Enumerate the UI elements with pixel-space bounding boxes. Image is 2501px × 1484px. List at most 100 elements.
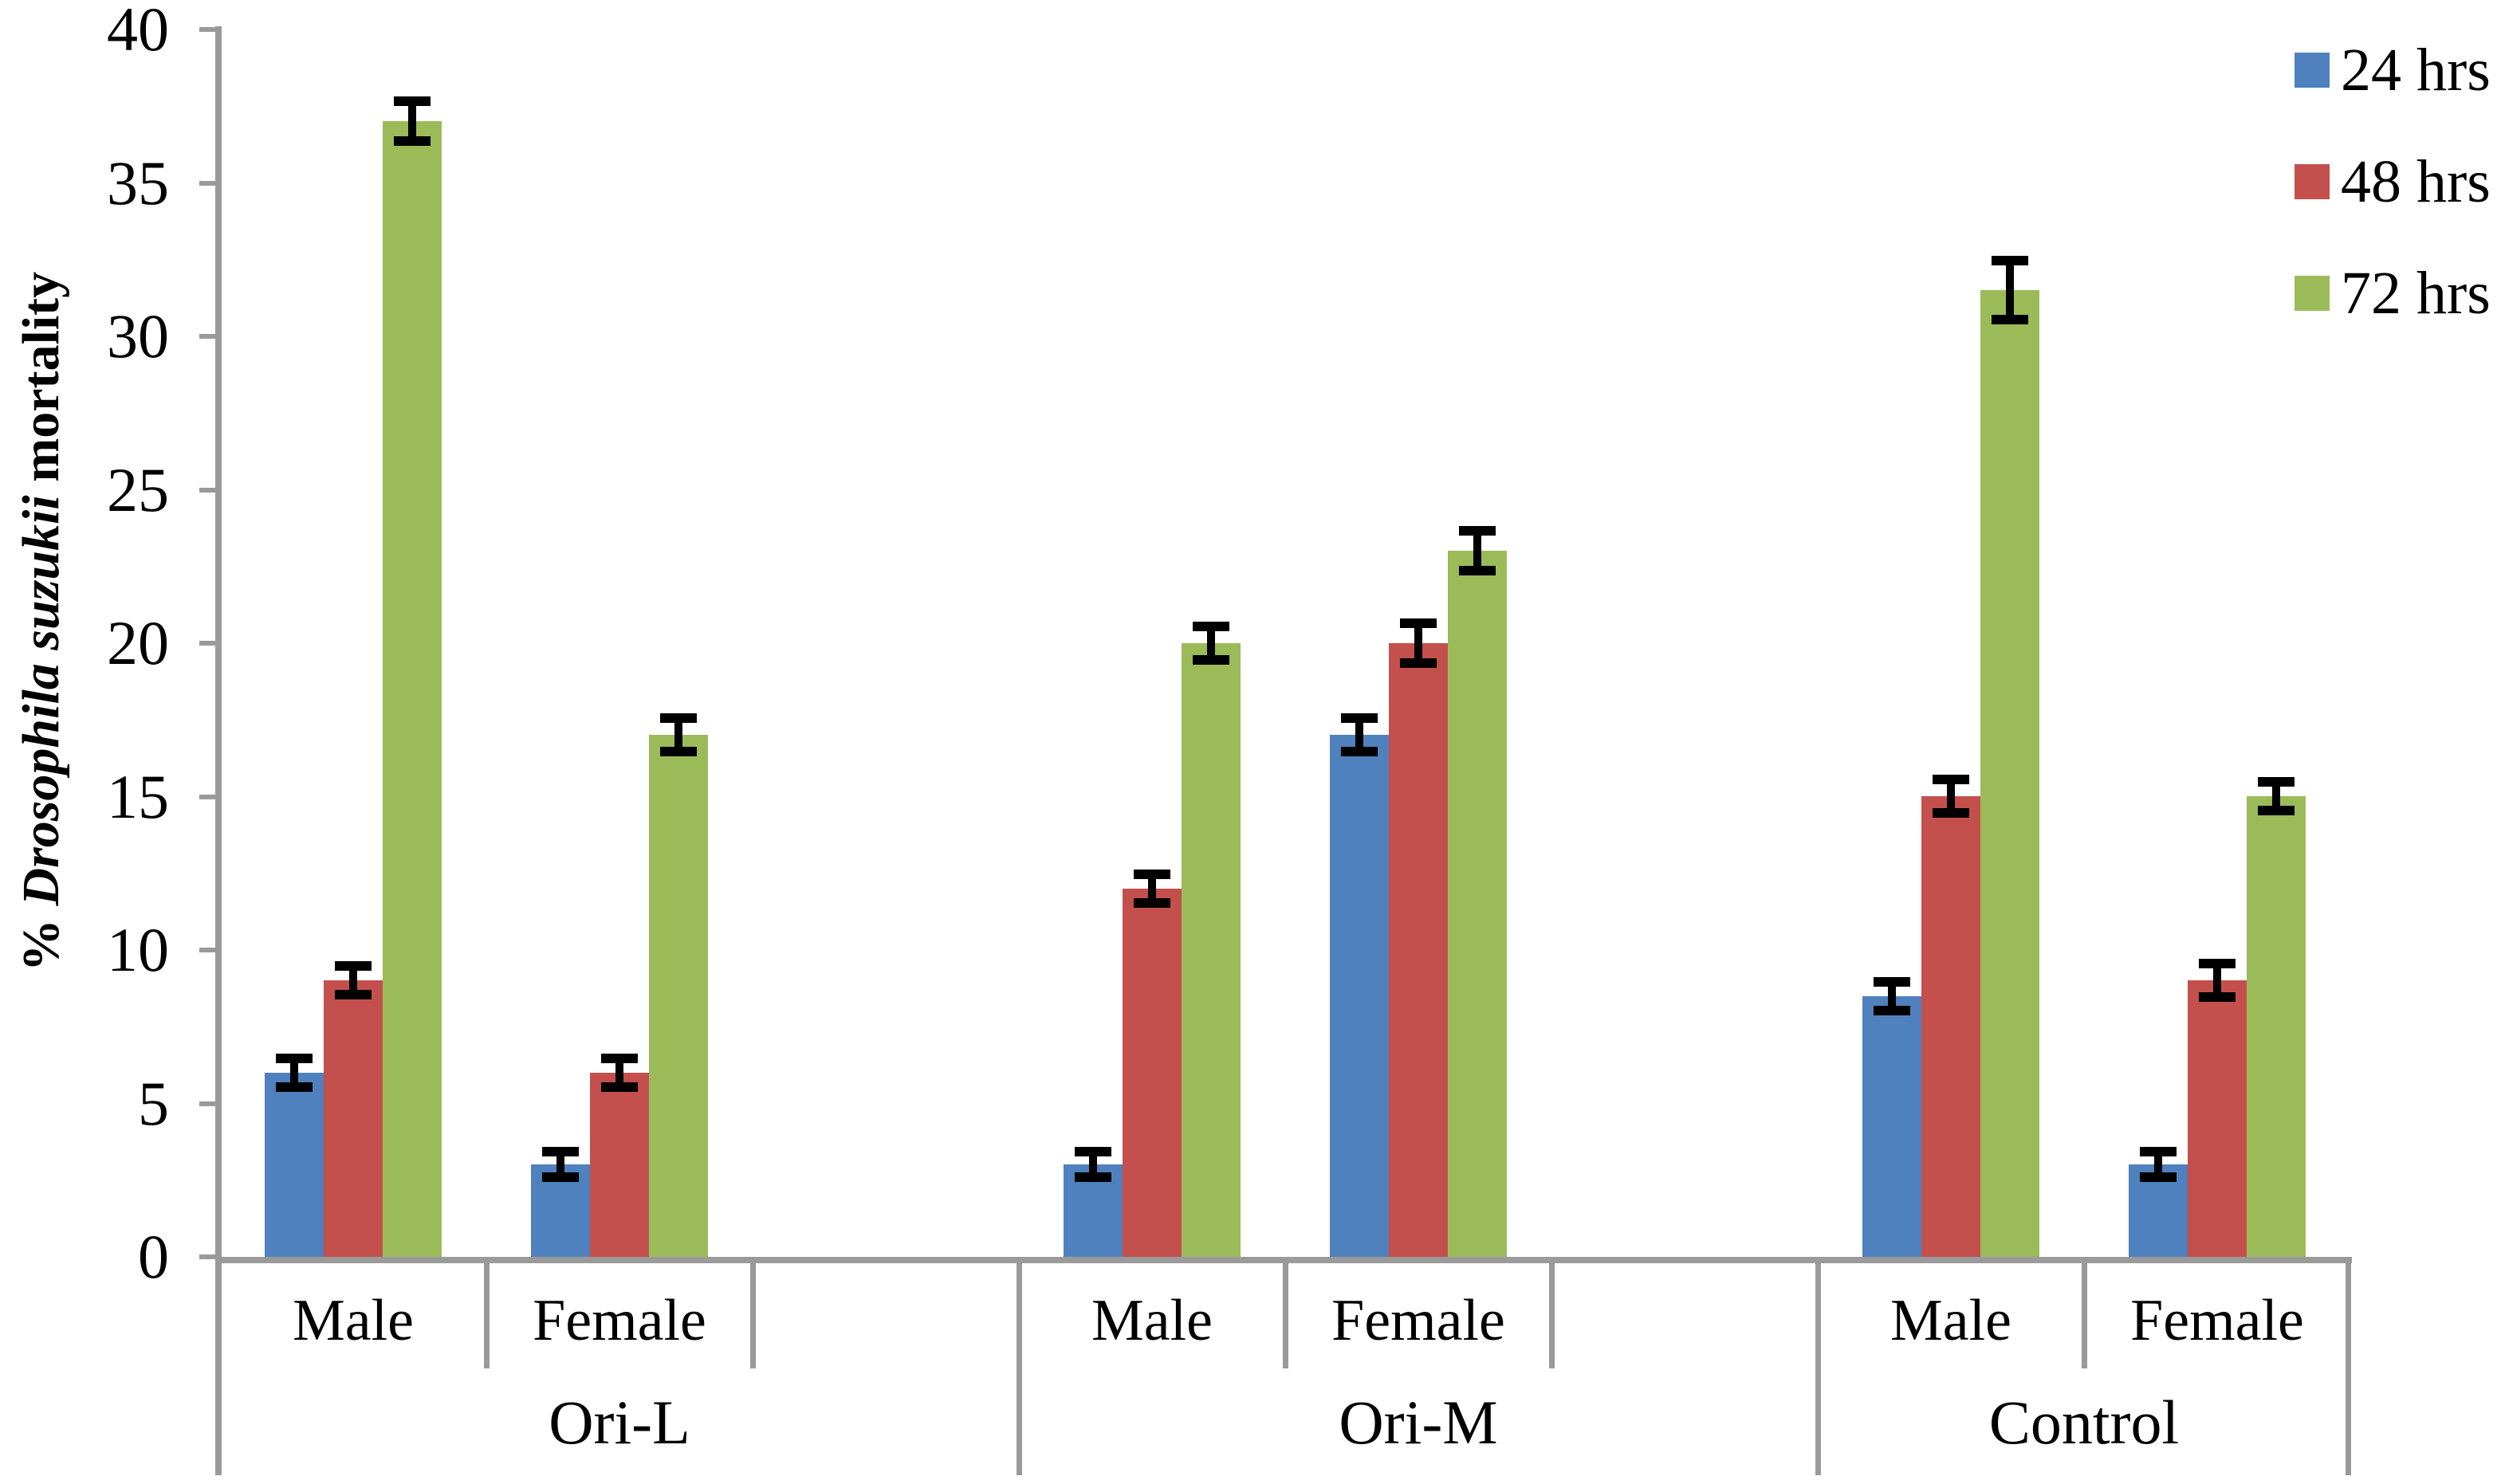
error-bar-line-control-male-72-hrs <box>2006 265 2014 315</box>
group-label-control: Control <box>1988 1388 2180 1457</box>
y-axis-tick <box>199 1254 221 1259</box>
error-bar-line-ori-l-male-24-hrs <box>290 1063 298 1082</box>
error-bar-cap-top-control-male-72-hrs <box>1992 256 2028 265</box>
error-bar-cap-top-ori-m-female-72-hrs <box>1459 526 1496 536</box>
y-axis-title-species: Drosophila suzukii <box>12 495 70 906</box>
error-bar-cap-bottom-control-female-24-hrs <box>2140 1172 2177 1182</box>
error-bar-line-ori-m-female-24-hrs <box>1355 723 1363 747</box>
y-axis-line <box>215 26 222 1475</box>
legend-label-48-hrs: 48 hrs <box>2341 148 2491 215</box>
y-axis-tick-label: 5 <box>138 1068 169 1138</box>
error-bar-line-control-female-72-hrs <box>2272 787 2280 806</box>
category-label-ori-m-female: Female <box>1331 1288 1505 1353</box>
bar-ori-l-male-24-hrs <box>265 1073 324 1257</box>
error-bar-cap-top-control-female-24-hrs <box>2140 1147 2177 1156</box>
bar-ori-m-male-48-hrs <box>1123 889 1182 1257</box>
legend-swatch-48-hrs <box>2295 164 2330 199</box>
group-label-ori-m: Ori-M <box>1339 1388 1498 1457</box>
legend-swatch-72-hrs <box>2295 276 2330 311</box>
error-bar-line-ori-m-male-24-hrs <box>1089 1156 1097 1172</box>
error-bar-line-ori-l-female-48-hrs <box>615 1063 623 1082</box>
y-axis-tick-label: 15 <box>107 761 169 831</box>
error-bar-cap-top-ori-l-male-24-hrs <box>276 1054 313 1063</box>
separator-female-end <box>750 1257 756 1368</box>
y-axis-tick-label: 25 <box>107 454 169 524</box>
y-axis-tick <box>199 27 221 32</box>
y-axis-tick <box>199 487 221 493</box>
error-bar-cap-top-control-female-48-hrs <box>2199 959 2236 968</box>
bar-ori-m-female-24-hrs <box>1330 735 1389 1257</box>
separator-axis-end <box>2346 1257 2351 1475</box>
y-axis-tick <box>199 1101 221 1106</box>
bar-ori-l-female-72-hrs <box>649 735 708 1257</box>
category-label-ori-m-male: Male <box>1091 1288 1213 1353</box>
y-axis-tick <box>199 641 221 646</box>
legend-swatch-24-hrs <box>2295 53 2330 88</box>
error-bar-cap-bottom-ori-m-male-72-hrs <box>1193 655 1229 665</box>
legend-label-24-hrs: 24 hrs <box>2341 37 2491 104</box>
category-label-ori-l-male: Male <box>292 1288 415 1353</box>
y-axis-tick-label: 20 <box>107 608 169 677</box>
y-axis-tick <box>199 180 221 186</box>
y-axis-tick <box>199 948 221 952</box>
category-label-ori-l-female: Female <box>533 1288 706 1353</box>
separator-group-boundary <box>1815 1257 1821 1475</box>
error-bar-cap-top-ori-l-female-72-hrs <box>660 713 697 723</box>
error-bar-line-control-female-48-hrs <box>2213 968 2221 992</box>
bar-control-male-72-hrs <box>1980 290 2039 1257</box>
error-bar-cap-bottom-control-male-48-hrs <box>1933 808 1969 818</box>
error-bar-cap-bottom-ori-m-female-72-hrs <box>1459 566 1496 575</box>
y-axis-tick <box>199 334 221 339</box>
error-bar-cap-bottom-ori-l-male-24-hrs <box>276 1082 313 1092</box>
error-bar-cap-bottom-control-female-48-hrs <box>2199 992 2236 1002</box>
error-bar-line-ori-m-female-48-hrs <box>1414 628 1422 658</box>
error-bar-cap-bottom-ori-m-female-48-hrs <box>1400 658 1437 668</box>
error-bar-cap-top-control-male-48-hrs <box>1933 775 1969 784</box>
error-bar-cap-bottom-ori-l-male-72-hrs <box>394 136 431 146</box>
error-bar-cap-bottom-ori-l-male-48-hrs <box>335 990 372 999</box>
bar-ori-l-male-48-hrs <box>324 980 383 1257</box>
error-bar-cap-bottom-ori-l-female-72-hrs <box>660 747 697 756</box>
error-bar-cap-top-ori-m-female-24-hrs <box>1341 713 1378 723</box>
error-bar-line-ori-m-male-72-hrs <box>1207 631 1215 655</box>
error-bar-cap-top-ori-l-male-72-hrs <box>394 96 431 106</box>
error-bar-cap-top-ori-m-male-24-hrs <box>1075 1147 1111 1156</box>
group-label-ori-l: Ori-L <box>549 1388 690 1457</box>
error-bar-cap-top-ori-m-male-48-hrs <box>1134 870 1170 879</box>
error-bar-line-control-male-48-hrs <box>1947 784 1955 808</box>
error-bar-cap-bottom-ori-l-female-48-hrs <box>601 1082 638 1092</box>
error-bar-line-ori-l-female-24-hrs <box>556 1156 564 1172</box>
error-bar-cap-top-ori-l-male-48-hrs <box>335 961 372 971</box>
error-bar-line-control-male-24-hrs <box>1888 987 1896 1006</box>
error-bar-line-ori-m-male-48-hrs <box>1148 879 1156 898</box>
error-bar-cap-bottom-ori-m-male-48-hrs <box>1134 898 1170 908</box>
error-bar-cap-bottom-control-male-24-hrs <box>1874 1006 1910 1015</box>
error-bar-cap-bottom-control-male-72-hrs <box>1992 315 2028 324</box>
bar-control-female-48-hrs <box>2188 980 2247 1257</box>
category-label-control-female: Female <box>2130 1288 2304 1353</box>
bar-ori-l-male-72-hrs <box>383 121 442 1257</box>
y-axis-tick-label: 40 <box>107 0 169 64</box>
error-bar-cap-bottom-control-female-72-hrs <box>2258 806 2295 815</box>
error-bar-line-ori-l-female-72-hrs <box>674 723 682 747</box>
error-bar-cap-top-ori-m-female-48-hrs <box>1400 618 1437 628</box>
separator-male-female <box>2082 1257 2087 1368</box>
error-bar-cap-top-ori-l-female-24-hrs <box>542 1147 579 1156</box>
error-bar-cap-bottom-ori-m-female-24-hrs <box>1341 747 1378 756</box>
y-axis-tick-label: 10 <box>107 915 169 984</box>
y-axis-tick <box>199 794 221 799</box>
error-bar-cap-top-control-male-24-hrs <box>1874 977 1910 987</box>
y-axis-tick-label: 30 <box>107 301 169 371</box>
error-bar-cap-top-ori-l-female-48-hrs <box>601 1054 638 1063</box>
y-axis-tick-label: 0 <box>138 1222 169 1291</box>
category-label-control-male: Male <box>1890 1288 2012 1353</box>
error-bar-line-ori-l-male-72-hrs <box>408 106 416 136</box>
bar-control-male-48-hrs <box>1921 796 1980 1257</box>
legend-label-72-hrs: 72 hrs <box>2341 260 2491 327</box>
separator-female-end <box>1549 1257 1555 1368</box>
bar-ori-l-female-48-hrs <box>590 1073 649 1257</box>
bar-control-male-24-hrs <box>1862 996 1921 1257</box>
bar-control-female-72-hrs <box>2247 796 2306 1257</box>
error-bar-line-ori-m-female-72-hrs <box>1473 536 1481 566</box>
